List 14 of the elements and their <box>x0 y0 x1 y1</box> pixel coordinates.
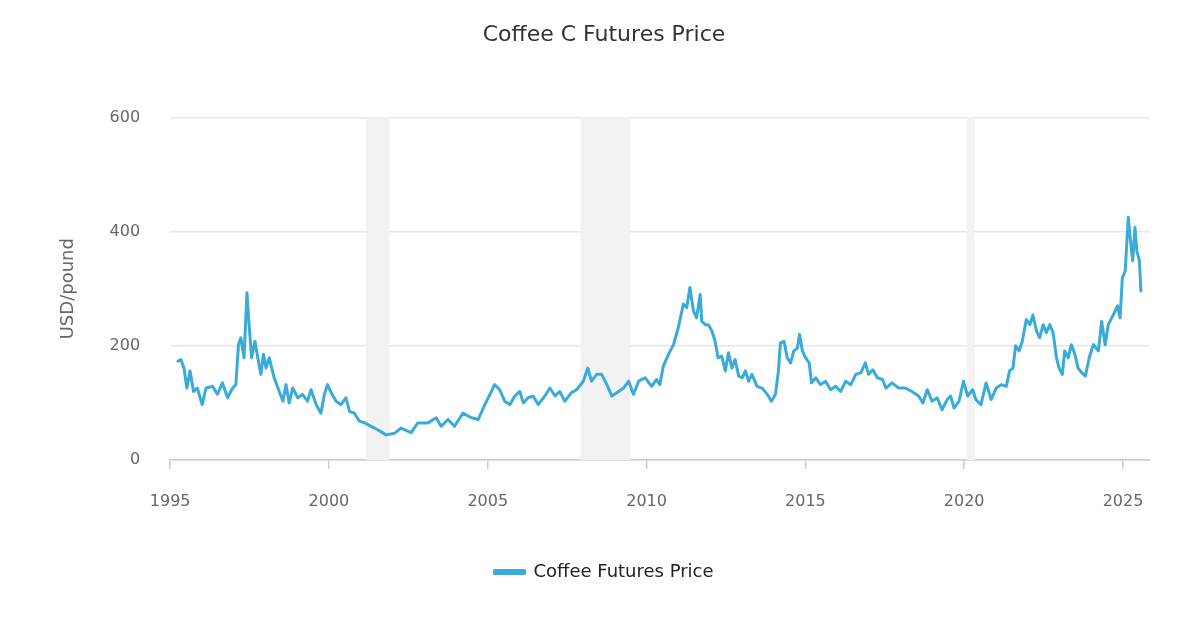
x-tick-label: 2010 <box>626 490 667 510</box>
x-tick-label: 2025 <box>1102 490 1144 510</box>
x-tick-label: 1995 <box>149 490 191 510</box>
x-tick-label: 2020 <box>943 490 985 510</box>
x-tick-label: 2015 <box>785 490 826 510</box>
y-axis-title: USD/pound <box>56 238 78 340</box>
y-tick-label: 600 <box>109 106 141 126</box>
chart-title: Coffee C Futures Price <box>482 20 726 46</box>
y-tick-label: 400 <box>109 220 141 240</box>
y-tick-label: 0 <box>129 449 141 469</box>
x-tick-label: 2000 <box>308 490 350 510</box>
y-tick-label: 200 <box>109 334 141 354</box>
x-tick-label: 2005 <box>467 490 509 510</box>
legend-label: Coffee Futures Price <box>533 559 714 581</box>
